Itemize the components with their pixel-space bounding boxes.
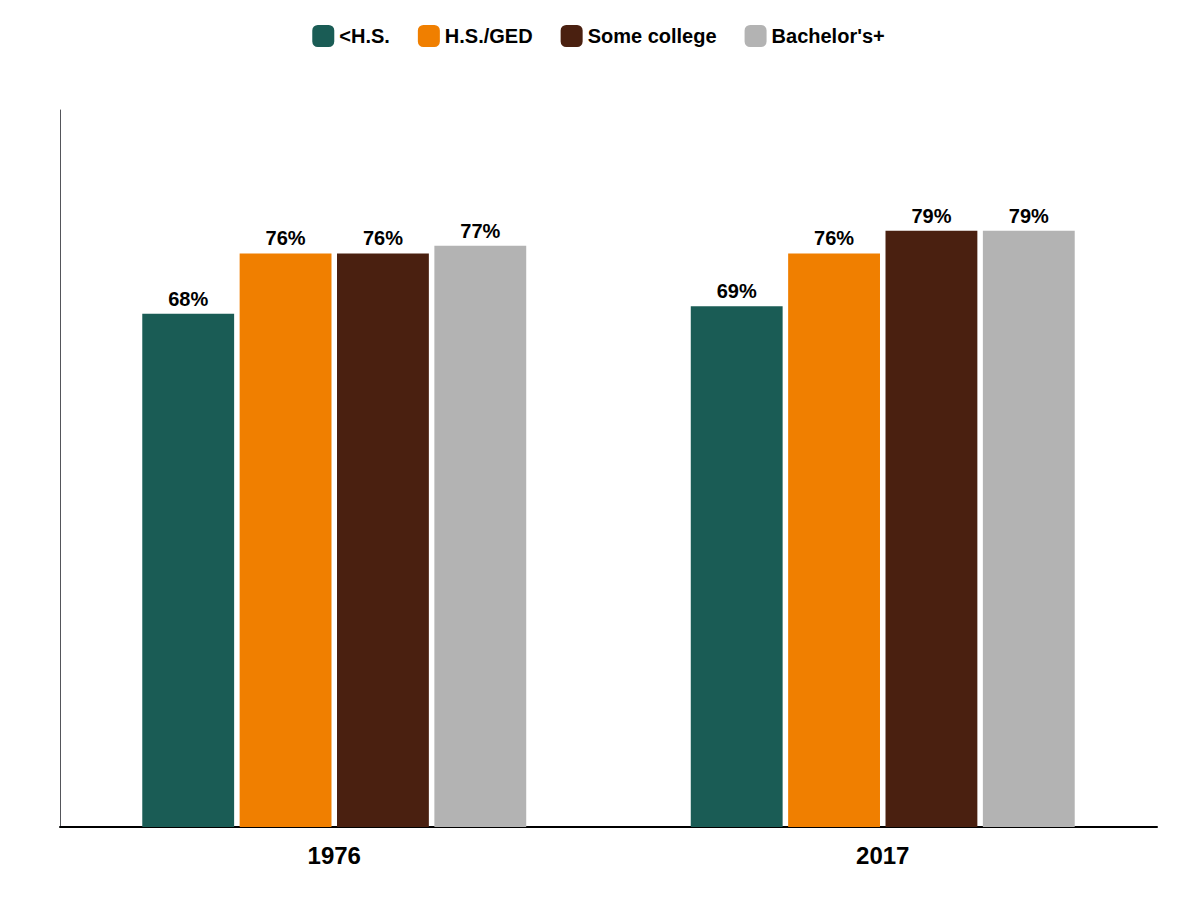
svg-text:76%: 76% xyxy=(266,227,306,249)
svg-text:79%: 79% xyxy=(1009,205,1049,227)
svg-text:79%: 79% xyxy=(911,205,951,227)
svg-text:76%: 76% xyxy=(363,227,403,249)
svg-text:69%: 69% xyxy=(717,280,757,302)
svg-text:68%: 68% xyxy=(168,288,208,310)
svg-text:<H.S.: <H.S. xyxy=(339,25,390,47)
svg-text:H.S./GED: H.S./GED xyxy=(445,25,533,47)
svg-text:76%: 76% xyxy=(814,227,854,249)
svg-text:1976: 1976 xyxy=(308,842,361,869)
svg-text:Some college: Some college xyxy=(588,25,717,47)
svg-text:Bachelor's+: Bachelor's+ xyxy=(772,25,885,47)
svg-text:77%: 77% xyxy=(460,220,500,242)
svg-text:2017: 2017 xyxy=(856,842,909,869)
